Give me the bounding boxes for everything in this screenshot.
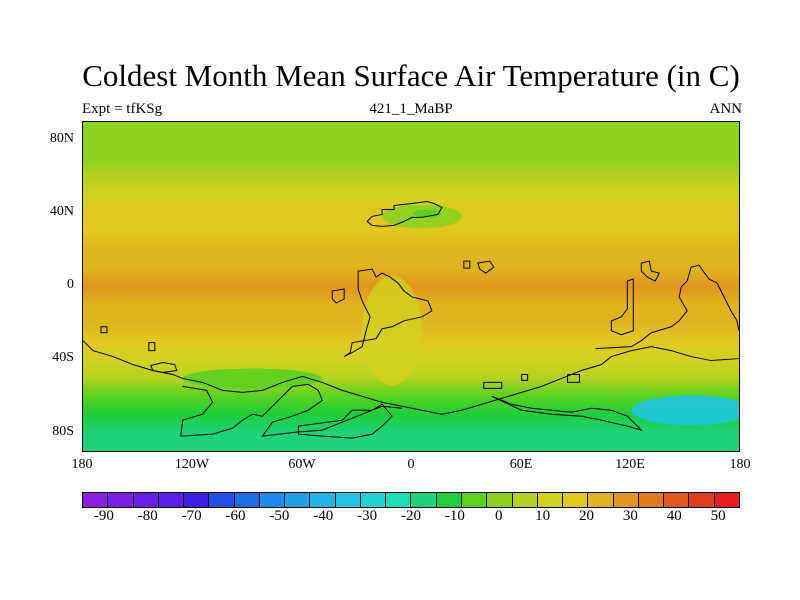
temperature-field (83, 122, 739, 451)
colorbar-swatch (285, 493, 311, 507)
coastline (180, 383, 403, 437)
colorbar-swatch (158, 493, 185, 507)
temperature-map (82, 121, 740, 452)
coastline (640, 260, 660, 282)
colorbar-swatch (664, 493, 690, 507)
colorbar-tick-label: 20 (578, 508, 594, 524)
lat-tick-label: 0 (67, 277, 74, 292)
colorbar-tick-label: -90 (93, 508, 114, 524)
colorbar-tick-label: -60 (225, 508, 246, 524)
colorbar-swatch (83, 493, 109, 507)
colorbar-swatch (638, 493, 665, 507)
lon-tick-label: 120W (174, 457, 210, 472)
colorbar-swatch (411, 493, 437, 507)
season-label: ANN (709, 101, 743, 117)
colorbar-swatch (310, 493, 336, 507)
regional-anomalies (182, 204, 739, 426)
colorbar-swatch (108, 493, 134, 507)
colorbar-swatch (487, 493, 513, 507)
coastline (610, 278, 634, 336)
lat-tick-label: 80S (52, 424, 74, 439)
lat-tick-label: 40N (49, 204, 74, 219)
lon-tick-label: 120E (615, 457, 645, 472)
colorbar-tick-label: -10 (444, 508, 465, 524)
colorbar-swatch (436, 493, 462, 507)
colorbar-swatch (689, 493, 715, 507)
lat-tick-label: 80N (49, 131, 74, 146)
colorbar-tick-label: 40 (666, 508, 682, 524)
lon-tick-label: 180 (729, 457, 751, 472)
lon-tick-label: 60W (288, 457, 316, 472)
chart-title: Coldest Month Mean Surface Air Temperatu… (82, 58, 740, 93)
lat-tick-label: 40S (52, 350, 74, 365)
colorbar-tick-label: -20 (401, 508, 421, 524)
coastline (150, 362, 178, 373)
coastline (100, 326, 580, 389)
coastline (83, 340, 739, 415)
coastline (491, 395, 644, 432)
colorbar-swatch (512, 493, 538, 507)
colorbar-swatch (335, 493, 361, 507)
colorbar (82, 492, 740, 508)
colorbar-tick-label: 30 (622, 508, 638, 524)
colorbar-swatch (133, 493, 159, 507)
colorbar-tick-label: -80 (137, 508, 158, 524)
colorbar-swatch (360, 493, 387, 507)
lon-tick-label: 0 (407, 457, 415, 472)
colorbar-tick-label: 10 (535, 508, 551, 524)
colorbar-tick-label: 0 (494, 508, 503, 524)
colorbar-swatch (386, 493, 412, 507)
coastline (331, 288, 345, 304)
colorbar-swatch (613, 493, 639, 507)
coastline (595, 264, 739, 350)
cool-patch (362, 276, 422, 386)
coastline (297, 403, 393, 439)
colorbar-tick-label: -50 (269, 508, 290, 524)
coastline (366, 201, 443, 227)
experiment-label: Expt = tfKSg (82, 101, 163, 117)
coastlines (83, 201, 739, 439)
cold-patch (182, 368, 323, 389)
colorbar-swatch (259, 493, 286, 507)
colorbar-tick-label: -40 (313, 508, 334, 524)
coastline (463, 260, 495, 274)
colorbar-swatch (714, 493, 739, 507)
colorbar-swatch (461, 493, 488, 507)
colorbar-tick-label: -30 (357, 508, 378, 524)
colorbar-swatch (184, 493, 210, 507)
colorbar-tick-label: 50 (710, 508, 726, 524)
period-label: 421_1_MaBP (369, 101, 453, 117)
colorbar-swatch (209, 493, 235, 507)
colorbar-tick-label: -70 (181, 508, 202, 524)
colorbar-swatch (588, 493, 614, 507)
colorbar-swatch (234, 493, 260, 507)
lon-tick-label: 180 (71, 457, 93, 472)
colorbar-swatch (537, 493, 564, 507)
lon-tick-label: 60E (509, 457, 533, 472)
coastline (343, 268, 433, 358)
colorbar-swatch (563, 493, 589, 507)
cold-patch (631, 395, 739, 426)
